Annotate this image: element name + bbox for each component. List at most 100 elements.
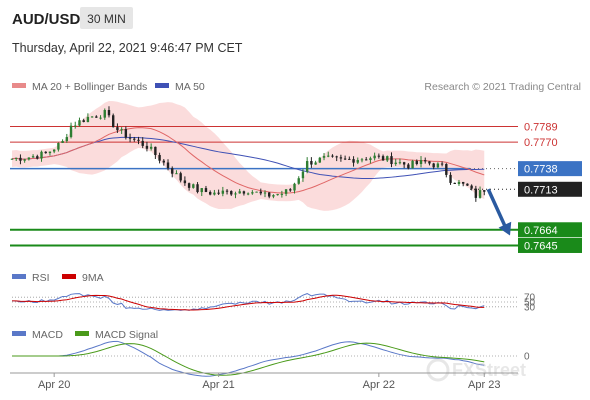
fxstreet-watermark: FXStreet <box>426 358 526 382</box>
candle-body <box>377 155 381 157</box>
x-tick-label: Apr 20 <box>38 379 70 391</box>
candle-body <box>149 146 153 149</box>
candle-body <box>432 163 435 168</box>
candle-body <box>217 192 220 194</box>
candle-body <box>175 173 178 175</box>
candle-body <box>251 192 254 194</box>
candle-body <box>196 184 199 193</box>
candle-body <box>112 115 115 128</box>
rsi-legend-label: RSI <box>32 272 50 284</box>
candle-body <box>31 156 35 158</box>
candle-body <box>381 156 385 161</box>
ma50-swatch <box>155 83 169 88</box>
candle-body <box>474 188 478 198</box>
candle-body <box>255 191 258 193</box>
macd-line <box>12 340 485 377</box>
candle-body <box>200 188 203 193</box>
candle-body <box>145 145 149 149</box>
candle-body <box>162 160 165 163</box>
level-badge <box>518 161 582 177</box>
timeframe-label: 30 MIN <box>87 12 126 26</box>
candle-body <box>158 154 161 161</box>
candle-body <box>445 164 448 175</box>
candle-body <box>154 146 157 155</box>
level-value: 0.7713 <box>524 184 558 196</box>
candle-body <box>348 158 351 160</box>
x-axis: Apr 20 Apr 21 Apr 22 Apr 23 <box>38 373 500 391</box>
candle-body <box>95 116 98 118</box>
rsi-ref-label: 50 <box>524 298 536 309</box>
level-value: 0.7645 <box>524 240 558 252</box>
level-label-resistance: 0.7770 <box>524 137 558 149</box>
candle-body <box>457 181 461 185</box>
candle-body <box>48 151 52 154</box>
candle-body <box>40 151 43 159</box>
candle-body <box>116 127 119 131</box>
candle-body <box>65 137 69 142</box>
candle-body <box>428 161 431 164</box>
macd-zero-label: 0 <box>524 352 530 363</box>
level-badge <box>518 237 582 253</box>
candle-body <box>213 192 216 195</box>
level-label-resistance: 0.7789 <box>524 121 558 133</box>
candle-body <box>187 183 191 188</box>
level-label-support: 0.7645 <box>518 237 582 253</box>
candle-body <box>124 129 128 138</box>
forecast-arrow-shaft <box>486 188 509 232</box>
candle-body <box>179 173 182 181</box>
candle-body <box>402 162 406 165</box>
candle-body <box>453 182 456 185</box>
candle-body <box>99 117 102 119</box>
candle-body <box>483 190 486 192</box>
candle-body <box>276 194 279 196</box>
rsi-line <box>11 293 485 311</box>
candle-body <box>171 168 174 174</box>
candle-body <box>238 191 241 194</box>
candle-body <box>390 156 393 165</box>
candle-body <box>297 178 300 184</box>
candle-body <box>52 149 56 152</box>
candle-body <box>82 120 85 123</box>
credit-label: Research © 2021 Trading Central <box>424 81 581 93</box>
candle-body <box>272 195 275 197</box>
candle-body <box>305 161 309 172</box>
timeframe-badge[interactable] <box>80 7 133 29</box>
x-tick-label: Apr 23 <box>468 379 500 391</box>
candle-body <box>268 192 271 197</box>
candle-body <box>280 193 284 195</box>
rsi-ref-label: 70 <box>524 293 536 304</box>
level-value: 0.7789 <box>524 121 558 133</box>
forecast-arrow-head <box>498 221 512 236</box>
forecast-arrow <box>486 188 512 236</box>
candle-body <box>373 155 376 159</box>
candle-body <box>327 155 330 157</box>
macd-signal-line <box>12 342 485 376</box>
candle-body <box>103 109 106 118</box>
candle-body <box>339 157 343 159</box>
level-label-support: 0.7664 <box>518 222 582 238</box>
candle-body <box>230 191 233 195</box>
candle-body <box>141 140 144 146</box>
candle-body <box>356 160 359 163</box>
candle-body <box>436 163 440 168</box>
level-value: 0.7664 <box>524 225 558 237</box>
candle-body <box>137 139 140 141</box>
price-panel: 0.7789 0.7770 0.7738 0.7713 0.7664 0.7645 <box>10 101 582 253</box>
rsi-ref-label: 30 <box>524 302 536 313</box>
candle-body <box>318 157 322 163</box>
macd-legend-label: MACD <box>32 329 63 341</box>
candle-body <box>289 189 292 191</box>
candle-body <box>204 188 208 192</box>
candle-body <box>166 162 170 169</box>
candle-body <box>208 191 212 195</box>
macd-panel: 0 <box>12 340 530 377</box>
candle-body <box>36 156 39 159</box>
candle-body <box>15 157 18 159</box>
ma50-legend-label: MA 50 <box>175 81 205 93</box>
candle-body <box>69 125 73 138</box>
candles <box>10 106 486 202</box>
candle-body <box>415 160 418 164</box>
candle-body <box>284 189 288 194</box>
